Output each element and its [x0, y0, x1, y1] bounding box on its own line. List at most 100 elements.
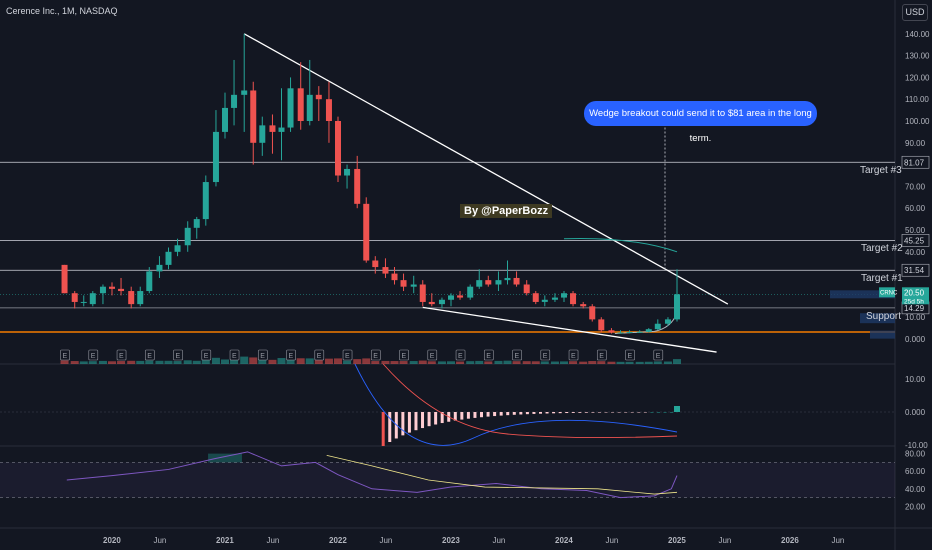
candle-body — [89, 293, 96, 305]
earnings-marker — [286, 349, 296, 361]
histogram-bar — [663, 412, 667, 413]
candle-body — [202, 182, 209, 220]
earnings-marker — [370, 349, 381, 361]
target-2-label: Target #2 — [861, 243, 903, 254]
candle-body — [448, 295, 454, 300]
rsi-overbought-fill — [208, 453, 242, 463]
earnings-marker — [60, 349, 70, 361]
histogram-bar — [637, 412, 641, 413]
volume-bar — [324, 358, 333, 364]
volume-bar — [305, 358, 314, 364]
time-tick-label: 2023 — [442, 536, 460, 545]
time-tick-label: Jun — [605, 536, 618, 545]
candle-body — [231, 94, 238, 108]
candle-body — [128, 291, 135, 305]
level-price-badge — [901, 155, 930, 169]
earnings-marker — [88, 349, 99, 361]
level-price-label: 45.25 — [904, 236, 925, 245]
volume-bar — [390, 361, 399, 364]
histogram-bar — [558, 412, 562, 414]
candle-body — [410, 284, 417, 287]
currency-button[interactable]: USD — [902, 4, 928, 21]
volume-bar — [286, 359, 295, 364]
histogram-bar — [434, 412, 438, 425]
earnings-marker — [144, 349, 155, 361]
indicator2-tick-label: 20.00 — [905, 502, 926, 511]
histogram-bar — [624, 412, 628, 413]
candle-body — [654, 323, 661, 330]
earnings-marker-label: E — [656, 353, 661, 360]
histogram-bar — [552, 412, 556, 414]
volume-bar — [249, 357, 258, 364]
earnings-marker — [653, 349, 664, 361]
earnings-marker-label: E — [458, 353, 463, 360]
histogram-bar — [674, 406, 680, 412]
histogram-bar — [611, 412, 615, 413]
candle-body — [137, 291, 144, 305]
volume-bar — [60, 360, 69, 364]
volume-bar — [540, 361, 549, 364]
volume-bar — [399, 361, 408, 364]
rsi-ma-line — [326, 454, 678, 495]
histogram-bar — [670, 412, 674, 413]
earnings-marker — [229, 349, 240, 361]
earnings-marker — [342, 349, 353, 361]
earnings-marker — [173, 349, 183, 361]
earnings-marker — [314, 349, 325, 361]
histogram-bar — [480, 412, 484, 418]
earnings-marker — [257, 349, 268, 361]
volume-bar — [437, 361, 446, 364]
candle-body — [419, 284, 426, 302]
candle-body — [589, 306, 596, 320]
candle-body — [165, 251, 172, 265]
price-tick-label: 40.00 — [905, 248, 926, 257]
candle-body — [532, 293, 539, 302]
volume-bar — [466, 361, 475, 364]
earnings-marker — [399, 349, 409, 361]
histogram-bar — [506, 412, 510, 416]
countdown-label: 25d 5h — [904, 298, 924, 305]
candle-body — [363, 203, 370, 261]
volume-bar — [98, 360, 107, 364]
earnings-marker-label: E — [402, 353, 407, 360]
volume-bar — [616, 361, 625, 364]
volume-bar — [494, 360, 503, 364]
histogram-bar — [604, 412, 608, 413]
candle-body — [513, 277, 520, 285]
price-tick-label: 90.00 — [905, 139, 926, 148]
price-tick-label: 110.00 — [905, 95, 929, 104]
histogram-bar — [617, 412, 621, 413]
candle-body — [645, 329, 652, 332]
histogram-bar — [584, 412, 588, 413]
volume-bar — [456, 361, 465, 364]
earnings-marker — [455, 349, 466, 361]
volume-bar — [531, 361, 540, 364]
histogram-bar — [440, 412, 444, 424]
candle-body — [391, 273, 398, 281]
volume-profile — [830, 290, 895, 299]
time-tick-label: 2024 — [555, 536, 573, 545]
histogram-bar — [532, 412, 536, 414]
histogram-bar — [650, 412, 654, 413]
volume-bar — [164, 360, 173, 364]
volume-bar — [560, 361, 568, 364]
last-price-badge — [902, 287, 929, 305]
earnings-marker-label: E — [176, 353, 181, 360]
candle-body — [287, 88, 294, 128]
candle-body — [335, 121, 341, 176]
earnings-marker-label: E — [91, 353, 96, 360]
histogram-bar — [486, 412, 490, 417]
note-bubble[interactable]: Wedge breakout could send it to $81 area… — [584, 101, 817, 144]
earnings-marker-label: E — [486, 353, 491, 360]
symbol-badge-label: CRNC — [880, 290, 898, 296]
volume-bar — [240, 356, 249, 364]
candle-body — [184, 227, 191, 246]
volume-bar — [362, 358, 371, 364]
signal-line — [382, 363, 678, 439]
indicator1-tick-label: -10.00 — [905, 441, 928, 450]
volume-bar — [418, 360, 427, 364]
volume-bar — [258, 359, 267, 364]
volume-bar — [201, 359, 210, 364]
candle-body — [71, 293, 78, 302]
